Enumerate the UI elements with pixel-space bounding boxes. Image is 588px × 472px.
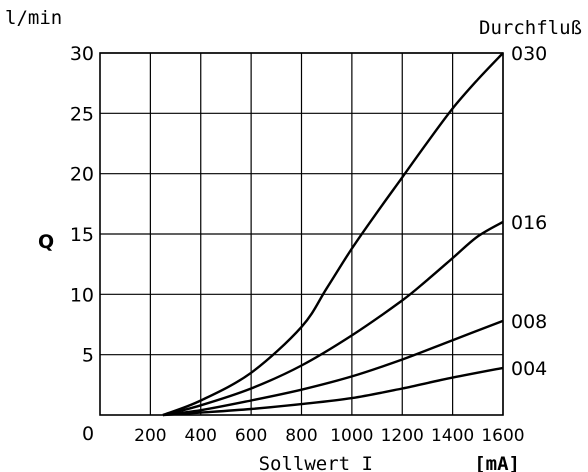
x-tick-label: 1600 xyxy=(481,426,524,446)
curves xyxy=(162,52,504,417)
y-tick-label: 20 xyxy=(70,164,94,186)
x-tick-label: 200 xyxy=(134,426,166,446)
x-tick-label: 1200 xyxy=(381,426,424,446)
y-tick-label: 15 xyxy=(70,224,94,246)
x-tick-label: 400 xyxy=(185,426,217,446)
x-tick-label: 1000 xyxy=(330,426,373,446)
curve-030 xyxy=(162,52,504,417)
curve-004 xyxy=(162,366,504,417)
y-axis-label: Q xyxy=(38,231,54,253)
y-tick-label: 25 xyxy=(70,103,94,125)
plot-frame xyxy=(99,52,504,416)
series-labels: 030 016 008 004 xyxy=(511,43,547,380)
series-label-030: 030 xyxy=(511,43,547,65)
curve-016 xyxy=(162,220,504,417)
x-tick-label: 800 xyxy=(285,426,317,446)
x-tick-label: 1400 xyxy=(431,426,474,446)
y-unit-label: l/min xyxy=(5,7,62,29)
curve-008 xyxy=(162,319,504,417)
right-axis-title: Durchfluß xyxy=(479,17,582,39)
y-tick-label: 10 xyxy=(70,284,94,306)
x-axis-label: Sollwert I xyxy=(259,453,373,472)
origin-label: 0 xyxy=(82,423,94,445)
x-tick-label: 600 xyxy=(235,426,267,446)
grid xyxy=(100,52,504,415)
series-label-008: 008 xyxy=(511,311,547,333)
series-label-004: 004 xyxy=(511,358,547,380)
y-tick-label: 5 xyxy=(82,345,94,367)
series-label-016: 016 xyxy=(511,212,547,234)
y-tick-labels: 5 10 15 20 25 30 xyxy=(70,43,94,367)
x-unit-label: [mA] xyxy=(474,453,520,472)
x-tick-labels: 200 400 600 800 1000 1200 1400 1600 xyxy=(134,426,524,446)
y-tick-label: 30 xyxy=(70,43,94,65)
